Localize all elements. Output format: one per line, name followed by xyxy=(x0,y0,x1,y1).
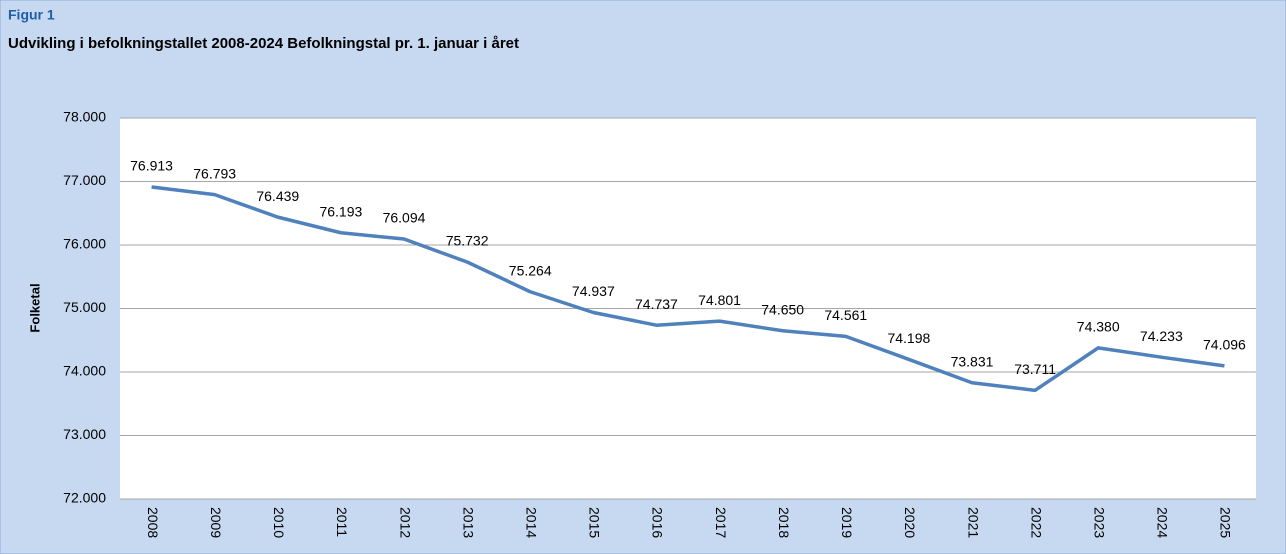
data-label: 73.711 xyxy=(1014,361,1056,377)
x-tick-label: 2024 xyxy=(1155,507,1171,538)
data-label: 74.561 xyxy=(824,307,867,323)
y-axis-label: Folketal xyxy=(27,283,42,332)
x-tick-label: 2009 xyxy=(208,507,224,538)
x-tick-label: 2012 xyxy=(397,507,413,538)
data-label: 76.094 xyxy=(383,210,426,226)
x-tick-label: 2011 xyxy=(334,507,350,537)
y-tick-label: 77.000 xyxy=(63,172,106,188)
x-tick-label: 2015 xyxy=(587,507,603,538)
data-label: 75.732 xyxy=(446,233,489,249)
x-tick-label: 2020 xyxy=(902,507,918,538)
data-label: 74.937 xyxy=(572,283,615,299)
y-tick-label: 75.000 xyxy=(63,299,106,315)
x-tick-label: 2021 xyxy=(965,507,981,538)
data-label: 75.264 xyxy=(509,262,552,278)
x-tick-label: 2013 xyxy=(460,507,476,538)
data-label: 74.380 xyxy=(1077,319,1120,335)
data-label: 74.198 xyxy=(887,330,930,346)
x-tick-label: 2016 xyxy=(650,507,666,538)
x-tick-label: 2017 xyxy=(713,507,729,538)
x-tick-label: 2025 xyxy=(1218,507,1234,538)
data-label: 74.233 xyxy=(1140,328,1183,344)
data-label: 74.737 xyxy=(635,296,678,312)
y-tick-label: 74.000 xyxy=(63,363,106,379)
y-tick-label: 76.000 xyxy=(63,236,106,252)
y-tick-label: 73.000 xyxy=(63,426,106,442)
data-label: 76.793 xyxy=(193,165,236,181)
data-label: 76.439 xyxy=(256,188,299,204)
x-tick-label: 2008 xyxy=(145,507,161,538)
x-tick-label: 2014 xyxy=(524,507,540,538)
x-tick-label: 2010 xyxy=(271,507,287,538)
figure-label: Figur 1 xyxy=(8,7,55,23)
x-tick-label: 2022 xyxy=(1028,507,1044,538)
data-label: 74.801 xyxy=(698,292,741,308)
x-tick-label: 2018 xyxy=(776,507,792,538)
data-label: 73.831 xyxy=(951,353,994,369)
chart-title: Udvikling i befolkningstallet 2008-2024 … xyxy=(8,35,519,52)
data-label: 76.193 xyxy=(319,203,362,219)
line xyxy=(151,185,1225,393)
data-label: 74.096 xyxy=(1203,337,1246,353)
data-label: 76.913 xyxy=(130,158,173,174)
x-tick-label: 2023 xyxy=(1092,507,1108,538)
x-tick-label: 2019 xyxy=(839,507,855,538)
y-tick-label: 72.000 xyxy=(63,490,106,506)
y-tick-label: 78.000 xyxy=(63,109,106,125)
data-label: 74.650 xyxy=(761,301,804,317)
